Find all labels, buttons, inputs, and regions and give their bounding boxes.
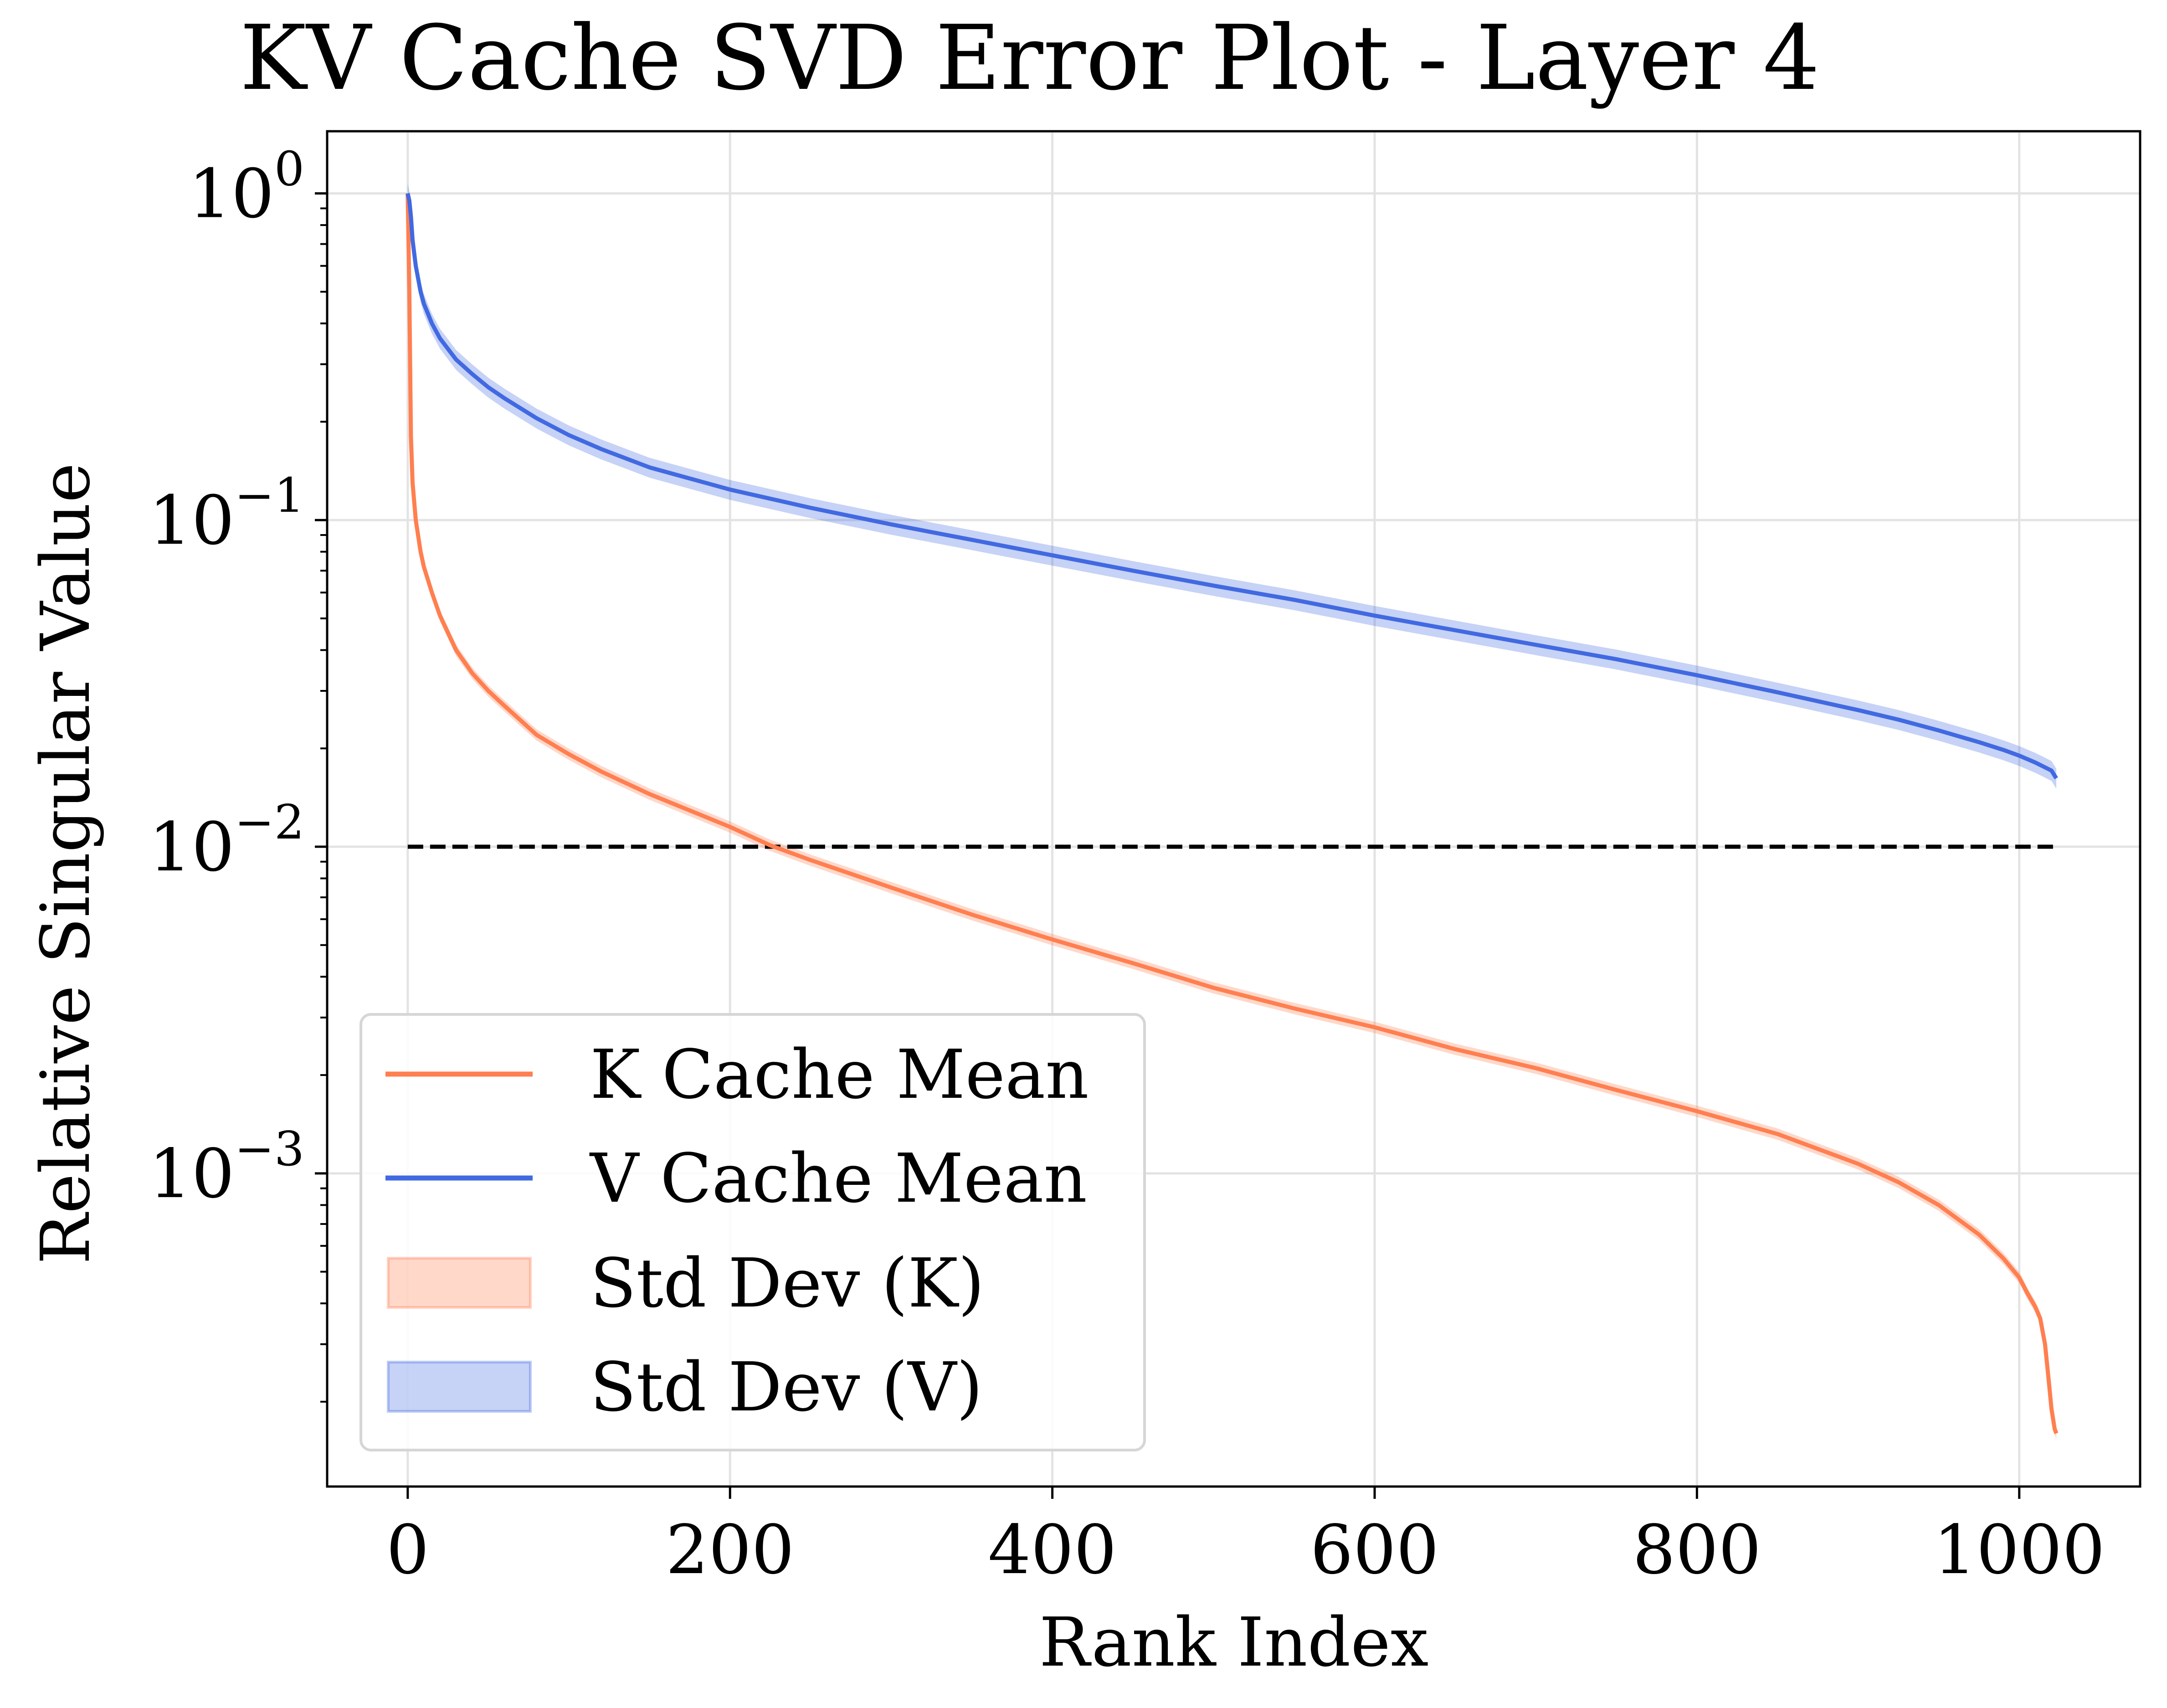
legend-swatch-k-band <box>387 1257 532 1309</box>
y-tick-label: 10−3 <box>149 1121 304 1213</box>
x-tick-label: 600 <box>1310 1511 1439 1589</box>
legend-swatch-v-band <box>387 1361 532 1413</box>
chart-title: KV Cache SVD Error Plot - Layer 4 <box>240 6 1820 110</box>
std-bands <box>407 184 2057 1440</box>
legend-box <box>359 1013 1146 1451</box>
y-axis-label: Relative Singular Value <box>26 463 105 1265</box>
x-tick-label: 400 <box>988 1511 1117 1589</box>
std-band-v <box>407 184 2057 789</box>
x-axis-label: Rank Index <box>1039 1603 1429 1682</box>
x-tick-label: 200 <box>666 1511 795 1589</box>
axes: 0 200 400 600 800 1000 100 10−1 10−2 10−3 <box>149 130 2141 1589</box>
x-tick-label: 800 <box>1633 1511 1761 1589</box>
series-lines <box>406 193 2059 1434</box>
series-line-v <box>406 193 2058 780</box>
x-tick-label: 0 <box>386 1511 429 1589</box>
y-tick-label: 10−2 <box>149 794 304 886</box>
legend-label: Std Dev (V) <box>590 1348 983 1426</box>
legend-label: V Cache Mean <box>589 1139 1087 1218</box>
y-tick-label: 100 <box>189 141 305 233</box>
x-tick-label: 1000 <box>1933 1511 2105 1589</box>
plot-frame <box>326 130 2141 1488</box>
legend: K Cache Mean V Cache Mean Std Dev (K) Std D… <box>359 1013 1146 1451</box>
legend-label: K Cache Mean <box>590 1035 1089 1114</box>
legend-label: Std Dev (K) <box>590 1244 985 1322</box>
y-tick-label: 10−1 <box>149 468 304 560</box>
series-line-k <box>406 193 2059 1434</box>
